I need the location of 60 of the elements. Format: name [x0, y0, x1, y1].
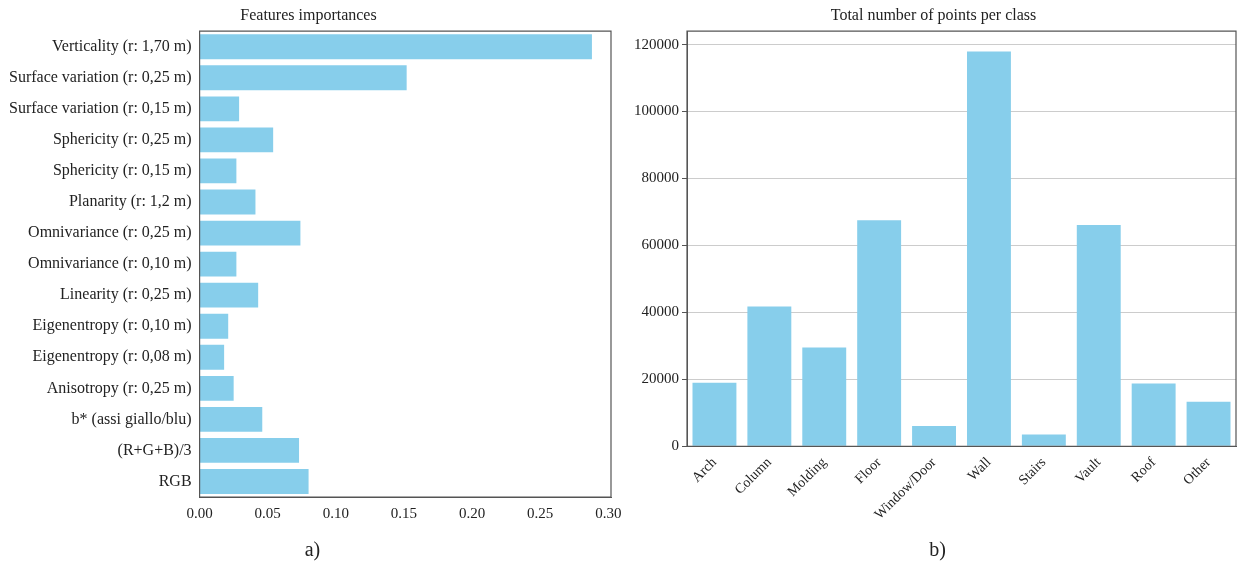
bar — [912, 425, 957, 446]
bar — [199, 34, 592, 60]
y-tick-label: Surface variation (r: 0,25 m) — [8, 67, 192, 86]
chart-title: Total number of points per class — [830, 5, 1037, 24]
y-tick-label: 120000 — [634, 35, 679, 52]
y-tick-label: Linearity (r: 0,25 m) — [60, 285, 192, 304]
bar — [199, 127, 274, 153]
x-tick-label: 0.30 — [595, 504, 622, 521]
y-tick-label: 40000 — [641, 303, 679, 320]
bar — [1131, 383, 1176, 446]
x-tick-label: 0.20 — [458, 504, 486, 521]
text: a) — [303, 538, 322, 561]
y-tick-label: Eigenentropy (r: 0,08 m) — [32, 347, 192, 366]
x-tick-label: 0.10 — [322, 504, 349, 521]
y-tick-label: Anisotropy (r: 0,25 m) — [46, 378, 192, 397]
bar — [1076, 225, 1121, 446]
bar — [199, 251, 237, 277]
y-tick-label: b* (assi giallo/blu) — [71, 409, 192, 428]
bar — [966, 51, 1011, 446]
x-tick-label: Vault — [1071, 454, 1104, 486]
chart-title: Features importances — [240, 5, 377, 24]
bar — [692, 382, 737, 446]
x-tick-label: 0.25 — [527, 504, 554, 521]
bar — [199, 96, 240, 122]
bar — [199, 406, 263, 432]
bar — [199, 313, 229, 339]
y-tick-label: 60000 — [641, 236, 679, 253]
bar — [199, 344, 225, 370]
bar — [199, 158, 237, 184]
y-tick-label: 20000 — [641, 370, 679, 387]
bar — [802, 347, 847, 446]
bar — [857, 220, 902, 446]
bar — [199, 220, 301, 246]
bar — [1186, 401, 1231, 446]
bar — [747, 306, 792, 446]
y-tick-label: Planarity (r: 1,2 m) — [68, 192, 192, 211]
y-tick-label: Omnivariance (r: 0,25 m) — [28, 223, 192, 242]
y-tick-label: Omnivariance (r: 0,10 m) — [28, 254, 192, 273]
bar — [199, 282, 259, 308]
y-tick-label: Verticality (r: 1,70 m) — [52, 36, 192, 55]
x-tick-label: 0.15 — [390, 504, 418, 521]
bar — [199, 65, 407, 91]
bar — [1021, 434, 1066, 446]
x-tick-label: 0.05 — [254, 504, 281, 521]
y-tick-label: 0 — [671, 437, 679, 454]
y-tick-label: 80000 — [641, 169, 679, 186]
y-tick-label: (R+G+B)/3 — [117, 440, 192, 459]
y-tick-label: Sphericity (r: 0,25 m) — [52, 130, 192, 149]
x-tick-label: 0.00 — [186, 504, 213, 521]
y-tick-label: Surface variation (r: 0,15 m) — [8, 99, 192, 118]
bar — [199, 469, 309, 494]
x-tick-label: Wall — [964, 454, 994, 484]
y-tick-label: RGB — [158, 471, 192, 489]
bar — [199, 438, 300, 463]
y-tick-label: Eigenentropy (r: 0,10 m) — [32, 316, 192, 335]
text: b) — [928, 538, 947, 561]
bar — [199, 189, 256, 215]
y-tick-label: 100000 — [634, 102, 679, 119]
y-tick-label: Sphericity (r: 0,15 m) — [52, 161, 192, 180]
bar — [199, 375, 234, 401]
